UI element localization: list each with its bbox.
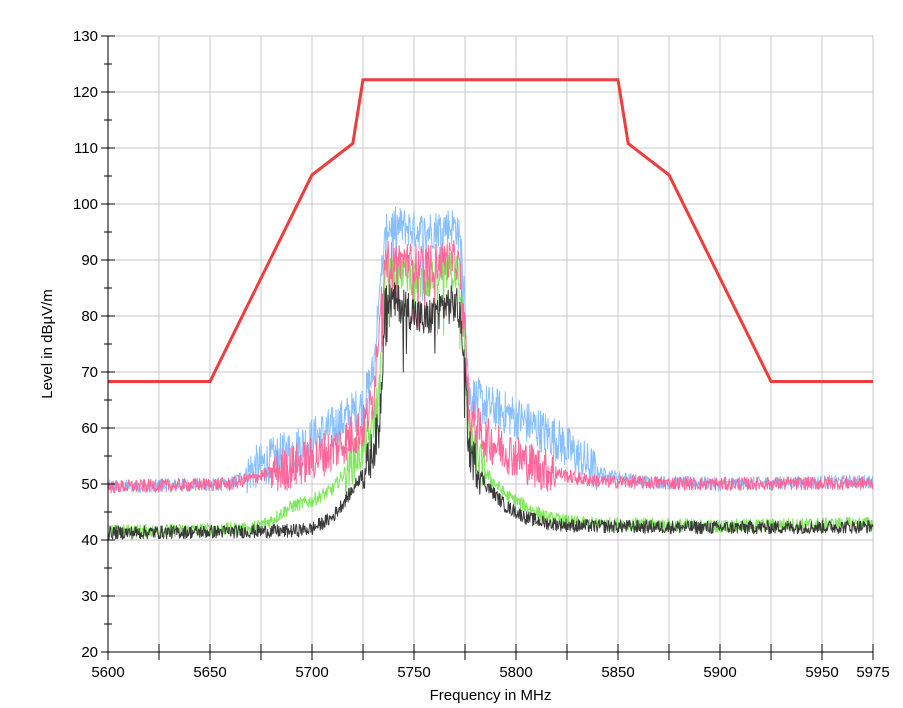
y-tick-label: 130 bbox=[73, 28, 98, 45]
x-tick-label: 5950 bbox=[805, 664, 838, 681]
ticks: 5600 5650 5700 5750 5800 5850 5900 5950 5975 20 30… bbox=[73, 28, 890, 681]
x-tick-label: 5900 bbox=[703, 664, 736, 681]
x-axis-title: Frequency in MHz bbox=[430, 687, 552, 704]
y-tick-label: 70 bbox=[81, 364, 98, 381]
x-tick-label: 5850 bbox=[601, 664, 634, 681]
y-tick-label: 40 bbox=[81, 532, 98, 549]
series-group bbox=[107, 78, 874, 540]
y-tick-label: 90 bbox=[81, 252, 98, 269]
x-tick-label: 5975 bbox=[856, 664, 889, 681]
x-tick-label: 5700 bbox=[295, 664, 328, 681]
x-tick-label: 5600 bbox=[91, 664, 124, 681]
x-tick-label: 5650 bbox=[193, 664, 226, 681]
y-tick-label: 20 bbox=[81, 644, 98, 661]
y-tick-label: 110 bbox=[74, 140, 98, 157]
y-tick-label: 30 bbox=[81, 588, 98, 605]
y-tick-label: 80 bbox=[81, 308, 98, 325]
y-tick-label: 60 bbox=[81, 420, 98, 437]
x-tick-label: 5800 bbox=[499, 664, 532, 681]
series-line-limit bbox=[108, 78, 873, 383]
x-tick-label: 5750 bbox=[397, 664, 430, 681]
y-axis-title: Level in dBµV/m bbox=[39, 289, 56, 399]
y-tick-label: 120 bbox=[73, 84, 98, 101]
series-line-4 bbox=[107, 282, 874, 540]
y-tick-label: 50 bbox=[81, 476, 98, 493]
y-tick-label: 100 bbox=[73, 196, 98, 213]
series-line-3 bbox=[107, 239, 874, 494]
